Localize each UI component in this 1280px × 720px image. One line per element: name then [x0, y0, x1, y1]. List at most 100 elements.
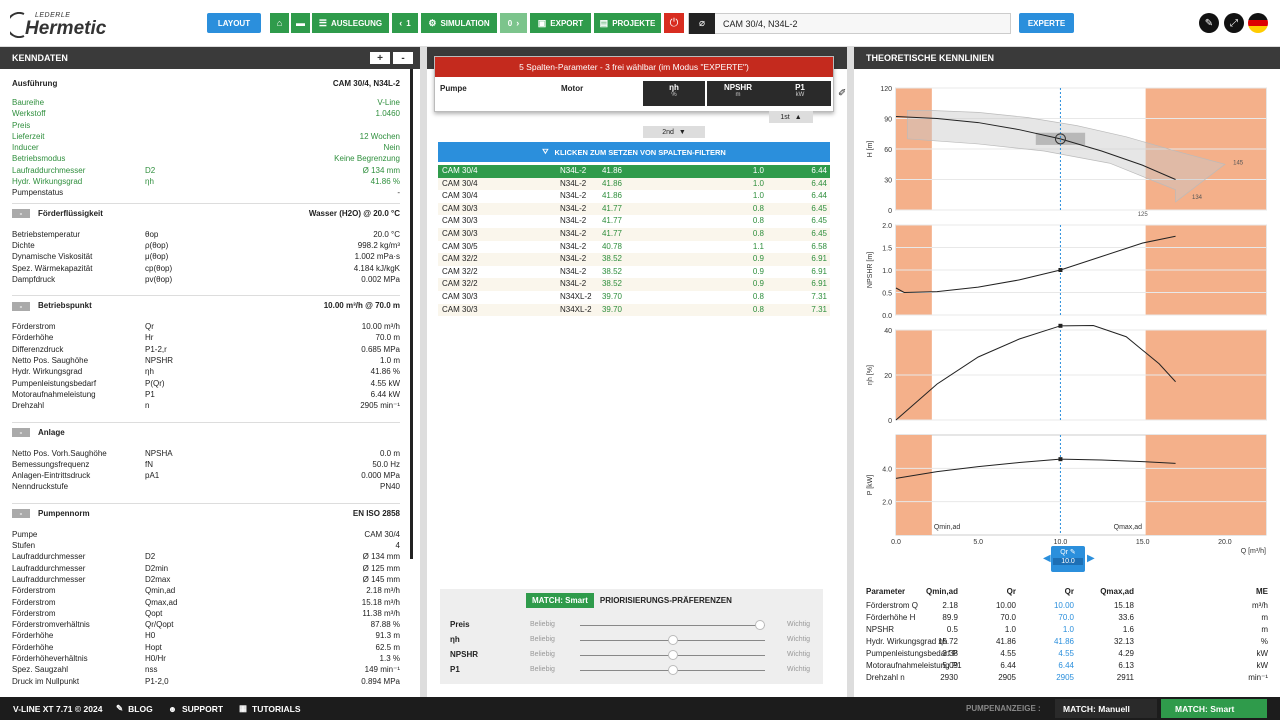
section-collapse-button[interactable]: - [12, 509, 30, 519]
col-npshr-unit: m [735, 92, 741, 98]
power-button[interactable]: ⏻ [664, 13, 684, 33]
section-collapse-button[interactable]: - [12, 209, 30, 219]
wrench-small-icon: ✎ [1069, 549, 1076, 556]
row-label: Spez. Wärmekapazität [12, 263, 93, 273]
prio-slider-knob[interactable] [755, 620, 765, 630]
match-smart-footer-button[interactable]: MATCH: Smart [1161, 699, 1267, 718]
table-row[interactable]: CAM 30/4 N34L-2 41.86 1.0 6.44 [438, 177, 830, 191]
sort-second-button[interactable]: 2nd ▼ [643, 126, 705, 138]
operating-point [1058, 268, 1063, 272]
cell-pumpe: CAM 30/4 [442, 178, 478, 188]
x-tick-label: 0.0 [891, 539, 901, 546]
scrollbar[interactable] [410, 69, 413, 559]
export-button[interactable]: ▣ EXPORT [530, 13, 591, 33]
row-label: Drehzahl [12, 401, 45, 411]
table-row[interactable]: CAM 32/2 N34L-2 38.52 0.9 6.91 [438, 265, 830, 279]
cell-motor: N34L-2 [560, 254, 587, 264]
cell-eta: 41.86 [601, 191, 622, 201]
column-filter-button[interactable]: ⛛ KLICKEN ZUM SETZEN VON SPALTEN-FILTERN [438, 142, 830, 162]
prio-slider-knob[interactable] [667, 650, 678, 660]
row-symbol: n [145, 401, 150, 411]
table-row[interactable]: CAM 30/3 N34XL-2 39.70 0.8 7.31 [438, 303, 830, 317]
table-row[interactable]: CAM 30/5 N34L-2 40.78 1.1 6.58 [438, 240, 830, 254]
col-motor[interactable]: Motor [561, 84, 584, 93]
kenndaten-row: Differenzdruck P1-2,r 0.685 MPa [12, 344, 400, 355]
section-header[interactable]: - Pumpennorm EN ISO 2858 [12, 502, 400, 523]
param-cell: 0.5 [946, 625, 958, 634]
kenndaten-row: Lieferzeit 12 Wochen [12, 131, 400, 142]
q-decrease-arrow[interactable]: ◀ [1043, 553, 1051, 564]
support-link[interactable]: ☻ SUPPORT [168, 704, 223, 714]
section-header[interactable]: - Förderflüssigkeit Wasser (H2O) @ 20.0 °C [12, 202, 400, 223]
series-line [895, 458, 1176, 479]
eraser-icon[interactable]: ✐ [838, 88, 847, 99]
wrench-button[interactable]: ✎ [1199, 13, 1219, 33]
table-row[interactable]: CAM 30/3 N34L-2 41.77 0.8 6.45 [438, 202, 830, 216]
section-collapse-button[interactable]: - [12, 301, 30, 311]
prio-high-label: Wichtig [787, 666, 810, 673]
col-p1-label: P1 [795, 83, 805, 92]
layout-button[interactable]: LAYOUT [207, 13, 261, 33]
param-cell: 70.0 [1000, 613, 1016, 622]
match-manuell-button[interactable]: MATCH: Manuell [1055, 699, 1157, 718]
auslegung-button[interactable]: ☰ AUSLEGUNG [312, 13, 389, 33]
table-row[interactable]: CAM 30/3 N34L-2 41.77 0.8 6.45 [438, 215, 830, 228]
folder-button[interactable]: ▬ [291, 13, 310, 33]
row-label: Druck im Nullpunkt [12, 676, 80, 686]
section-header[interactable]: - Anlage [12, 421, 400, 442]
kennlinien-title: THEORETISCHE KENNLINIEN [866, 53, 995, 63]
cell-p1: 6.44 [811, 178, 827, 188]
row-value: 1.3 % [379, 653, 400, 663]
section-header[interactable]: - Betriebspunkt 10.00 m³/h @ 70.0 m [12, 295, 400, 315]
kenndaten-content: Ausführung CAM 30/4, N34L-2 Baureihe V-Li… [0, 69, 412, 697]
export-label: EXPORT [550, 18, 584, 28]
table-row[interactable]: CAM 30/3 N34L-2 41.77 0.8 6.45 [438, 227, 830, 241]
section-summary: 10.00 m³/h @ 70.0 m [323, 301, 400, 311]
fullscreen-button[interactable]: ⤢ [1224, 13, 1244, 33]
splitter-right[interactable] [847, 47, 854, 697]
cell-pumpe: CAM 30/4 [442, 191, 478, 201]
row-symbol: ηh [145, 177, 154, 187]
tutorials-link[interactable]: ▦ TUTORIALS [239, 703, 301, 714]
table-row[interactable]: CAM 32/2 N34L-2 38.52 0.9 6.91 [438, 278, 830, 291]
table-row[interactable]: CAM 30/4 N34L-2 41.86 1.0 6.44 [438, 190, 830, 203]
home-button[interactable]: ⌂ [270, 13, 289, 33]
splitter-left[interactable] [420, 47, 427, 697]
experte-button[interactable]: EXPERTE [1019, 13, 1074, 33]
collapse-all-button[interactable]: - [393, 52, 413, 64]
col-npshr[interactable]: NPSHR m [707, 81, 769, 106]
pen-icon: ✎ [116, 703, 124, 713]
prio-high-label: Wichtig [787, 651, 810, 658]
simulation-button[interactable]: ⚙ SIMULATION [421, 13, 497, 33]
simulation-count-button[interactable]: 0 › [500, 13, 527, 33]
col-p1[interactable]: P1 kW [769, 81, 831, 106]
row-symbol: D2 [145, 552, 156, 562]
table-row[interactable]: CAM 30/3 N34XL-2 39.70 0.8 7.31 [438, 290, 830, 304]
prio-slider-knob[interactable] [667, 665, 678, 675]
sort-first-button[interactable]: 1st ▲ [769, 111, 813, 123]
prio-row: Preis Beliebig Wichtig [450, 618, 815, 632]
auslegung-count-button[interactable]: ‹ 1 [392, 13, 418, 33]
col-pumpe[interactable]: Pumpe [440, 84, 467, 93]
prio-slider-track[interactable] [580, 625, 765, 626]
q-selector[interactable]: Qr ✎ 10.0 [1051, 546, 1085, 572]
section-summary: Wasser (H2O) @ 20.0 °C [308, 208, 400, 218]
pump-select-field[interactable]: ⌀ CAM 30/4, N34L-2 [688, 13, 1011, 34]
home-icon: ⌂ [276, 18, 283, 28]
section-collapse-button[interactable]: - [12, 427, 30, 437]
expand-all-button[interactable]: + [370, 52, 390, 64]
table-row[interactable]: CAM 30/4 N34L-2 41.86 1.0 6.44 [438, 165, 830, 178]
cell-npshr: 0.9 [752, 254, 764, 264]
table-row[interactable]: CAM 32/2 N34L-2 38.52 0.9 6.91 [438, 253, 830, 266]
language-flag-de[interactable] [1248, 13, 1268, 33]
projekte-button[interactable]: ▤ PROJEKTE [594, 13, 661, 33]
blog-link[interactable]: ✎ BLOG [116, 703, 153, 714]
match-smart-button[interactable]: MATCH: Smart [526, 592, 594, 608]
hermetic-logo: LEDERLE Hermetic [10, 10, 110, 39]
col-eta[interactable]: ηh% [643, 81, 705, 106]
row-symbol: D2min [145, 563, 169, 573]
cell-pumpe: CAM 30/3 [442, 228, 478, 238]
prio-slider-knob[interactable] [667, 635, 678, 645]
y-tick-label: 4.0 [882, 466, 892, 473]
q-increase-arrow[interactable]: ▶ [1087, 553, 1095, 564]
